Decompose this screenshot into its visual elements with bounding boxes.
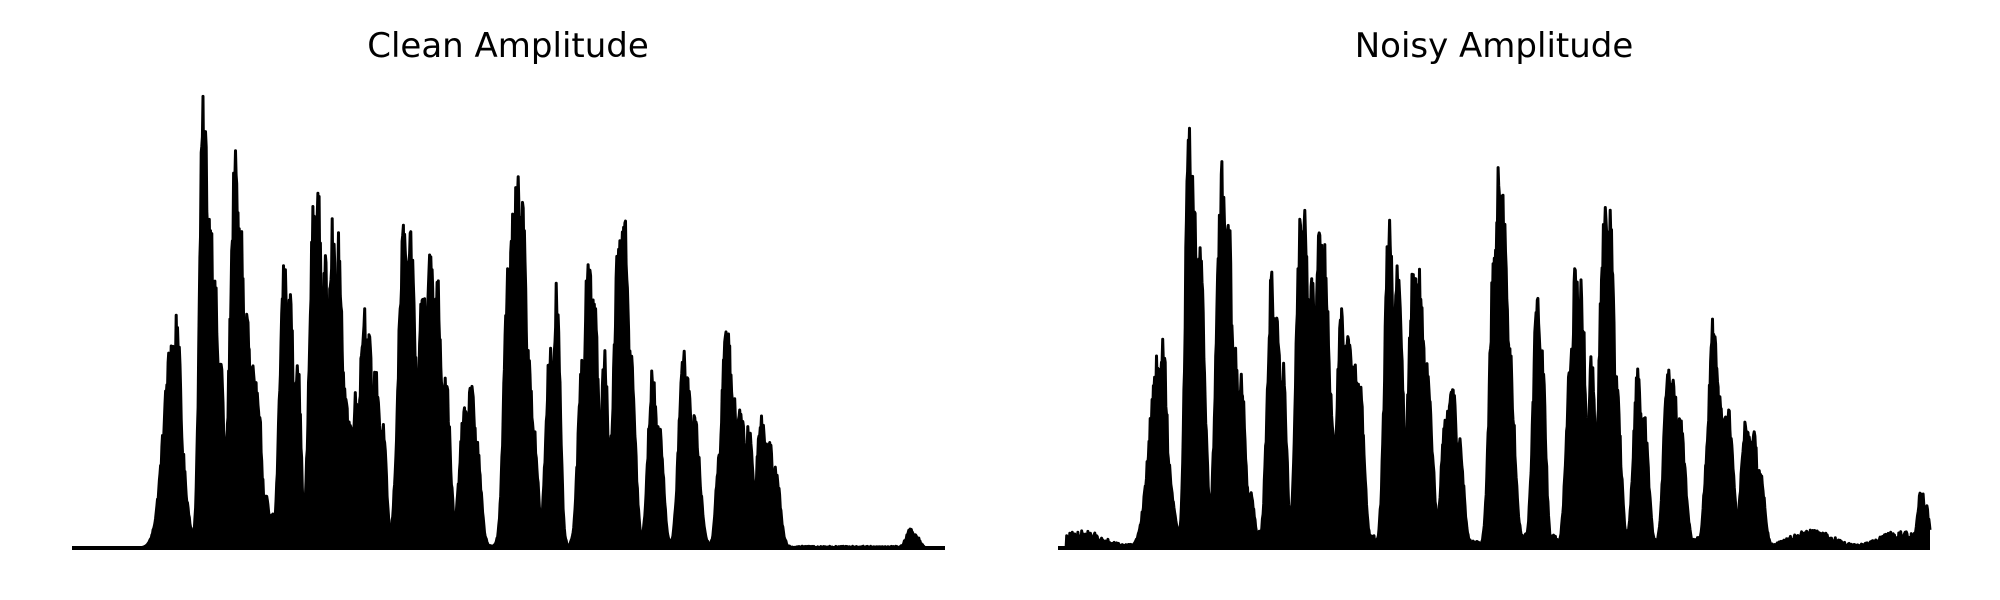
amplitude-envelope-fill [1058,128,1930,549]
chart-title-clean: Clean Amplitude [367,26,649,66]
clean-amplitude-plot [71,94,946,550]
amplitude-envelope-fill [72,96,945,549]
chart-title-noisy: Noisy Amplitude [1355,26,1634,66]
noisy-amplitude-plot [1057,126,1932,550]
amplitude-series-line [1057,126,1932,550]
